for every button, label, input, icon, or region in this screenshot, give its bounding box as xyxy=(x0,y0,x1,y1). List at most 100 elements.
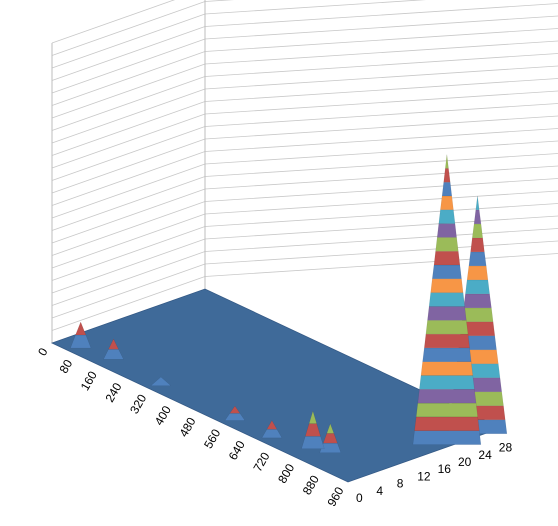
surface-band xyxy=(425,320,469,335)
gridline xyxy=(204,253,558,277)
gridline xyxy=(51,126,206,181)
surface-band xyxy=(430,278,464,293)
surface-peak xyxy=(261,420,283,439)
gridline xyxy=(204,115,558,140)
x-tick-label: 400 xyxy=(152,403,174,428)
surface-peak xyxy=(224,405,246,421)
surface-band xyxy=(229,405,241,414)
gridline xyxy=(51,76,206,131)
y-tick-label: 28 xyxy=(499,441,513,455)
gridline xyxy=(51,188,206,244)
surface-band xyxy=(108,338,119,350)
surface-band xyxy=(428,292,465,307)
x-tick-label: 560 xyxy=(201,426,223,451)
gridline xyxy=(204,0,235,2)
surface-band xyxy=(475,195,480,211)
y-tick-label: 8 xyxy=(397,477,404,491)
y-tick-label: 4 xyxy=(376,484,383,498)
gridline xyxy=(204,78,558,102)
surface-band xyxy=(427,306,467,321)
gridline xyxy=(51,101,206,156)
gridline xyxy=(51,51,206,106)
gridline xyxy=(51,13,206,69)
gridline xyxy=(204,103,558,127)
surface-band xyxy=(436,223,457,238)
surface-band xyxy=(75,321,87,336)
gridline xyxy=(204,128,558,152)
chart-peaks xyxy=(70,154,508,453)
surface-band xyxy=(461,307,494,322)
x-tick-label: 640 xyxy=(226,438,248,463)
gridline xyxy=(51,238,206,294)
surface-peak xyxy=(301,410,325,449)
surface-band xyxy=(414,416,480,431)
gridline xyxy=(51,1,206,56)
gridline xyxy=(204,40,558,65)
surface-band xyxy=(420,361,474,376)
x-tick-label: 160 xyxy=(78,368,100,393)
surface-band xyxy=(419,375,475,390)
gridline xyxy=(204,215,558,240)
surface-band xyxy=(445,154,449,169)
surface-peak xyxy=(70,321,92,349)
surface-band xyxy=(417,389,477,404)
gridline xyxy=(204,165,558,190)
surface-band xyxy=(468,251,487,267)
gridline xyxy=(204,228,558,252)
surface-band xyxy=(466,265,489,281)
gridline xyxy=(204,3,558,27)
y-axis-ticks: 048 12 16 20 24 28 xyxy=(356,441,512,505)
surface-band xyxy=(433,250,461,266)
gridline xyxy=(204,153,558,177)
gridline xyxy=(51,0,176,44)
surface-peak xyxy=(319,423,342,453)
y-tick-label: 12 xyxy=(417,469,431,483)
surface-band xyxy=(415,402,478,418)
gridline xyxy=(51,201,206,256)
surface-band xyxy=(441,181,453,197)
y-tick-label: 0 xyxy=(356,491,363,505)
surface-band xyxy=(422,347,472,362)
gridline xyxy=(204,15,558,40)
surface-peak xyxy=(150,376,172,386)
surface-band xyxy=(424,333,470,349)
x-tick-label: 320 xyxy=(127,392,149,417)
surface-band xyxy=(465,279,490,295)
gridline xyxy=(51,263,206,319)
surface-band xyxy=(440,195,454,211)
x-tick-label: 720 xyxy=(250,450,272,475)
surface-band xyxy=(412,430,482,445)
gridline xyxy=(204,90,558,115)
gridline xyxy=(204,240,558,265)
gridline xyxy=(51,26,206,81)
gridline xyxy=(51,138,206,194)
gridline xyxy=(204,53,558,77)
gridline xyxy=(204,0,427,15)
gridline xyxy=(51,151,206,206)
gridline xyxy=(51,113,206,169)
gridline xyxy=(51,251,206,306)
surface-peak xyxy=(412,154,482,445)
x-tick-label: 800 xyxy=(275,461,297,486)
x-tick-label: 0 xyxy=(35,345,51,358)
gridline xyxy=(51,163,206,219)
gridline xyxy=(51,276,206,331)
gridline xyxy=(204,140,558,165)
gridline xyxy=(51,63,206,119)
gridline xyxy=(204,190,558,215)
gridline xyxy=(51,38,206,94)
gridline xyxy=(204,203,558,227)
chart-walls xyxy=(51,0,558,343)
gridline xyxy=(51,176,206,231)
gridline xyxy=(204,178,558,202)
gridline xyxy=(51,226,206,281)
surface-band xyxy=(301,436,325,449)
x-tick-label: 80 xyxy=(56,357,75,376)
gridline xyxy=(51,213,206,269)
surface-band xyxy=(435,237,459,252)
surface-band xyxy=(150,376,172,386)
surface-peak xyxy=(103,338,124,360)
surface-band xyxy=(438,209,456,224)
y-tick-label: 16 xyxy=(438,462,452,476)
